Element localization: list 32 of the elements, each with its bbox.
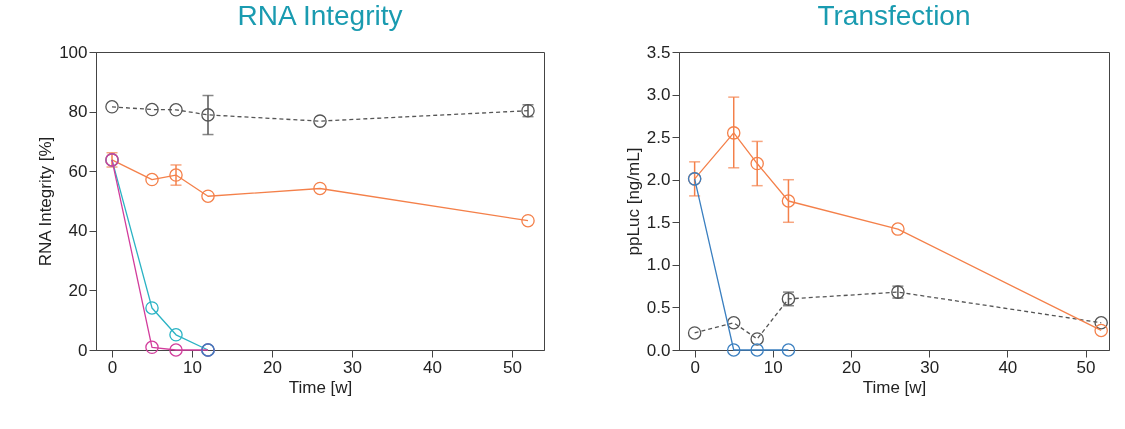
x-tick-label: 50 [503,357,522,377]
x-tick-label: 30 [343,357,362,377]
y-tick-label: 0.5 [646,297,671,317]
y-tick-label: 80 [68,102,88,122]
y-tick-label: 2.0 [646,170,671,190]
y-tick-label: 3.0 [646,85,671,105]
y-tick-label: 20 [68,280,88,300]
y-axis-title: RNA Integrity [%] [36,136,56,267]
x-tick-label: 20 [842,357,861,377]
x-tick-label: 0 [690,357,700,377]
x-tick-label: 10 [763,357,783,377]
y-tick-label: 0.0 [646,340,671,360]
y-tick-label: 60 [68,161,88,181]
x-tick-label: 40 [998,357,1018,377]
y-tick-label: 3.5 [646,42,671,62]
y-tick-label: 40 [68,221,88,241]
y-tick-label: 2.5 [646,127,671,147]
y-tick-label: 1.5 [646,212,671,232]
x-tick-label: 30 [920,357,940,377]
y-axis-title: ppLuc [ng/mL] [623,147,643,256]
x-tick-label: 10 [183,357,202,377]
x-axis-title: Time [w] [288,377,353,397]
x-tick-label: 50 [1076,357,1096,377]
y-tick-label: 100 [59,42,88,62]
x-tick-label: 0 [107,357,118,377]
y-tick-label: 0 [78,340,88,360]
x-tick-label: 20 [263,357,282,377]
y-tick-label: 1.0 [646,255,671,275]
x-tick-label: 40 [423,357,442,377]
x-axis-title: Time [w] [862,377,927,397]
chart-title: RNA Integrity [237,0,403,31]
chart-title: Transfection [817,0,971,31]
